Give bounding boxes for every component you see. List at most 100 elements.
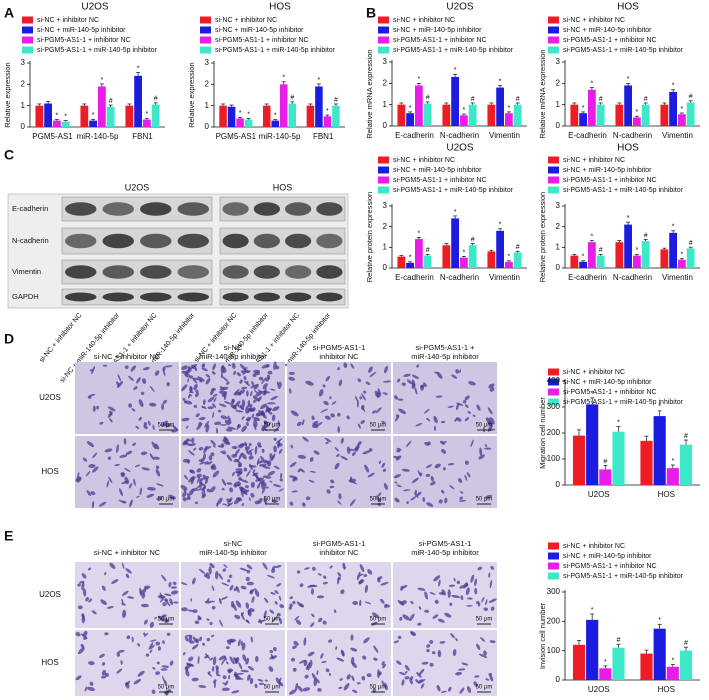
- cell: [308, 479, 315, 483]
- cell: [196, 468, 202, 473]
- y-axis-label: Relative expression: [3, 62, 12, 127]
- cell: [333, 609, 337, 614]
- cell: [151, 441, 157, 450]
- cell: [483, 650, 487, 656]
- cell: [398, 672, 406, 676]
- significance-marker: #: [617, 637, 621, 644]
- cell: [239, 389, 245, 395]
- cell: [444, 497, 448, 504]
- cell: [99, 421, 104, 425]
- cell: [339, 678, 343, 681]
- cell: [464, 395, 470, 401]
- cell: [396, 484, 402, 488]
- cell: [365, 381, 371, 385]
- cell: [414, 492, 419, 499]
- cell: [241, 452, 247, 460]
- cell: [161, 574, 167, 582]
- cell: [152, 424, 155, 431]
- column-header: si-NC: [224, 539, 243, 548]
- cell: [435, 395, 443, 398]
- x-tick-label: miR-140-5p: [77, 132, 119, 141]
- cell: [296, 601, 303, 608]
- bar: [323, 116, 332, 127]
- cell: [237, 639, 241, 647]
- cell: [234, 400, 241, 407]
- cell: [297, 454, 306, 459]
- y-axis-label: Relative protein expression: [365, 192, 374, 282]
- cell: [265, 422, 272, 429]
- cell: [257, 444, 262, 448]
- bar: [288, 103, 297, 127]
- cell: [337, 367, 340, 371]
- cell: [219, 386, 229, 391]
- cell: [340, 455, 348, 461]
- cell: [301, 419, 305, 426]
- cell: [311, 424, 319, 429]
- cell: [364, 464, 370, 473]
- cell: [368, 366, 373, 373]
- legend-swatch: [548, 186, 559, 194]
- legend-swatch: [548, 542, 559, 550]
- y-tick-label: 0: [21, 122, 26, 131]
- cell: [270, 388, 276, 391]
- cell: [429, 640, 434, 644]
- legend-label: si-NC + inhibitor NC: [563, 157, 625, 164]
- cell: [401, 679, 405, 686]
- cell: [181, 384, 188, 392]
- cell: [208, 455, 213, 461]
- y-tick-label: 3: [383, 201, 388, 210]
- cell: [417, 622, 422, 626]
- legend-swatch: [200, 26, 211, 34]
- cell: [213, 679, 217, 684]
- x-tick-label: E-cadherin: [395, 273, 434, 282]
- cell: [161, 403, 164, 411]
- cell: [318, 617, 323, 623]
- cell: [206, 488, 211, 493]
- cell: [84, 686, 88, 692]
- y-tick-label: 0: [556, 480, 561, 489]
- cell: [360, 420, 365, 424]
- cell: [222, 450, 227, 455]
- cell: [219, 424, 228, 426]
- cell: [206, 637, 211, 642]
- cell: [221, 488, 225, 491]
- cell: [235, 600, 242, 608]
- cell: [410, 631, 417, 636]
- cell: [91, 365, 96, 375]
- cell: [241, 642, 246, 651]
- cell: [204, 600, 212, 604]
- significance-marker: *: [508, 105, 511, 112]
- cell: [100, 599, 107, 605]
- cell: [254, 589, 260, 597]
- column-header: miR-140-5p inhibitor: [199, 548, 267, 557]
- cell: [204, 478, 209, 485]
- significance-marker: #: [599, 96, 603, 103]
- cell: [476, 643, 481, 650]
- cell: [120, 660, 123, 665]
- cell: [199, 478, 203, 482]
- cell: [91, 501, 95, 509]
- legend-swatch: [548, 46, 559, 54]
- cell: [380, 598, 385, 604]
- legend-label: si-PGM5-AS1-1 + miR-140-5p inhibitor: [393, 47, 514, 54]
- cell: [442, 467, 446, 471]
- cell: [194, 501, 199, 505]
- legend-label: si-PGM5-AS1-1 + miR-140-5p inhibitor: [563, 187, 684, 194]
- cell: [302, 687, 311, 692]
- cell: [488, 572, 491, 578]
- cell: [215, 667, 219, 676]
- cell: [227, 426, 236, 430]
- blot-row-label: E-cadherin: [12, 204, 48, 213]
- cell: [394, 481, 398, 484]
- cell: [278, 488, 285, 492]
- cell: [233, 458, 239, 463]
- cell: [232, 657, 238, 662]
- bar: [460, 115, 468, 126]
- significance-marker: *: [418, 76, 421, 83]
- cell: [189, 391, 194, 394]
- cell: [411, 477, 419, 484]
- cell: [249, 588, 256, 594]
- bar: [679, 444, 693, 485]
- cell: [162, 399, 167, 405]
- bar: [415, 239, 423, 268]
